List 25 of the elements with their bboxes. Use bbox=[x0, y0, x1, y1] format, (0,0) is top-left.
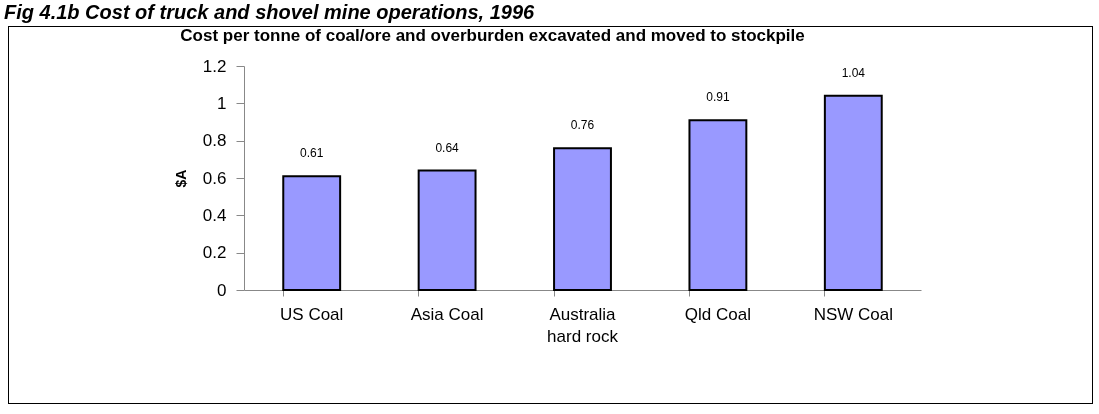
y-axis-title: $A bbox=[172, 169, 189, 188]
x-tick-label: Qld Coal bbox=[684, 304, 751, 324]
x-tick-label: Asia Coal bbox=[410, 304, 484, 324]
bar bbox=[282, 175, 342, 291]
data-label: 0.91 bbox=[706, 90, 730, 105]
x-tick-label: US Coal bbox=[280, 304, 344, 324]
data-label: 0.64 bbox=[435, 140, 460, 155]
y-tick-label: 0.4 bbox=[202, 205, 227, 225]
data-label: 0.76 bbox=[570, 118, 595, 133]
y-tick-label: 0.2 bbox=[202, 243, 227, 263]
y-tick-label: 0 bbox=[217, 280, 227, 300]
y-tick-label: 1 bbox=[217, 93, 227, 113]
bar bbox=[553, 147, 612, 291]
y-tick-label: 0.8 bbox=[202, 131, 227, 151]
chart-subtitle: Cost per tonne of coal/ore and overburden excavated and moved to stockpile bbox=[180, 26, 805, 45]
x-tick-label: Australia hard rock bbox=[547, 304, 619, 346]
chart-title: Fig 4.1b Cost of truck and shovel mine operations, 1996 bbox=[3, 0, 536, 24]
data-label: 0.61 bbox=[300, 146, 324, 161]
bar bbox=[688, 119, 748, 291]
bar bbox=[823, 94, 883, 291]
y-tick-label: 1.2 bbox=[202, 56, 227, 76]
bar bbox=[417, 169, 477, 291]
x-tick-label: NSW Coal bbox=[813, 304, 893, 324]
y-tick-label: 0.6 bbox=[202, 168, 227, 188]
data-label: 1.04 bbox=[841, 65, 866, 80]
